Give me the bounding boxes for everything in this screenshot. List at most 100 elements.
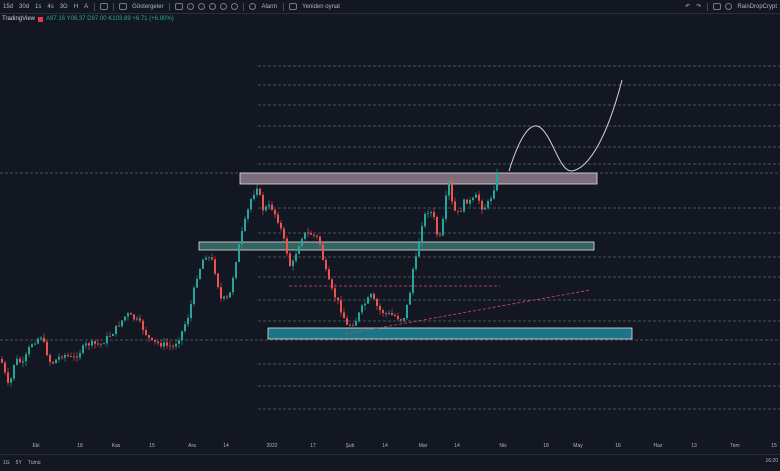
candlesticks	[1, 168, 498, 387]
candle-body	[61, 356, 63, 358]
undo-icon[interactable]: ↶	[685, 4, 691, 10]
candle-body	[433, 212, 435, 218]
candle-body	[370, 293, 372, 298]
alarm-button[interactable]: Alarm	[261, 3, 278, 10]
candle-body	[55, 359, 57, 364]
range-1g[interactable]: 1G	[3, 460, 10, 466]
candle-body	[166, 342, 168, 346]
candle-body	[286, 238, 288, 254]
time-axis-label: 18	[77, 443, 83, 449]
candle-body	[250, 198, 252, 210]
timeframe-30d[interactable]: 30d	[19, 3, 30, 10]
range-all[interactable]: Tümü	[27, 460, 41, 466]
sr-zones	[198, 172, 633, 340]
replay-icon[interactable]	[289, 3, 298, 10]
layout-save-icon[interactable]	[713, 3, 722, 10]
candle-body	[22, 361, 24, 363]
candle-body	[187, 318, 189, 325]
candle-body	[208, 257, 210, 259]
user-menu[interactable]: RainDropCrypt	[737, 3, 777, 10]
candle-body	[157, 341, 159, 344]
timeframe-h[interactable]: H	[73, 3, 79, 10]
candle-body	[247, 209, 249, 219]
candle-body	[328, 269, 330, 280]
time-axis-label: Kas	[111, 443, 121, 449]
indicators-button[interactable]: Göstergeler	[132, 3, 164, 10]
candle-body	[382, 310, 384, 314]
candle-body	[100, 343, 102, 345]
timeframe-4s[interactable]: 4s	[47, 3, 54, 10]
candle-body	[466, 199, 468, 204]
candle-body	[202, 259, 204, 269]
candle-body	[463, 199, 465, 212]
toolbar-divider	[707, 2, 709, 11]
template-icon[interactable]	[187, 3, 195, 10]
candle-body	[439, 234, 441, 236]
candle-body	[295, 254, 297, 261]
toolbar-divider	[113, 2, 115, 11]
timeframe-15d[interactable]: 15d	[3, 3, 14, 10]
candle-body	[178, 340, 180, 344]
candle-body	[232, 277, 234, 293]
candle-body	[184, 324, 186, 332]
candle-body	[415, 256, 417, 269]
redo-icon[interactable]: ↷	[696, 4, 702, 10]
support-zone-low	[267, 327, 633, 340]
layout-grid-icon[interactable]	[175, 3, 184, 10]
support-zone-mid	[198, 241, 595, 251]
candle-body	[112, 333, 114, 336]
compare-icon[interactable]	[198, 3, 206, 10]
bottom-bar: 1G 5Y Tümü	[0, 454, 780, 471]
candle-body	[58, 356, 60, 360]
candle-body	[481, 200, 483, 210]
candle-body	[124, 316, 126, 321]
chart-type-icon[interactable]	[100, 3, 109, 10]
candle-body	[13, 364, 15, 379]
candle-body	[409, 292, 411, 305]
candle-body	[424, 213, 426, 227]
candle-body	[412, 268, 414, 293]
timeframe-1s[interactable]: 1s	[35, 3, 42, 10]
candle-body	[190, 304, 192, 319]
candle-body	[151, 337, 153, 340]
candle-body	[496, 172, 498, 191]
candle-body	[217, 273, 219, 288]
indicators-icon[interactable]	[119, 3, 128, 10]
candle-body	[136, 318, 138, 320]
settings-icon[interactable]	[209, 3, 217, 10]
candle-body	[199, 268, 201, 279]
candle-body	[205, 257, 207, 260]
candle-body	[49, 355, 51, 362]
candle-body	[229, 292, 231, 298]
candle-body	[244, 218, 246, 231]
timeframe-3g[interactable]: 3G	[59, 3, 68, 10]
range-5y[interactable]: 5Y	[15, 460, 22, 466]
candle-body	[262, 195, 264, 211]
candle-body	[391, 313, 393, 316]
candle-body	[220, 287, 222, 299]
candle-body	[163, 342, 165, 347]
fullscreen-icon[interactable]	[220, 3, 228, 10]
candle-body	[79, 352, 81, 358]
candle-body	[397, 315, 399, 320]
candle-body	[46, 341, 48, 356]
candle-body	[478, 194, 480, 201]
candle-body	[211, 257, 213, 260]
alarm-icon[interactable]	[249, 3, 257, 10]
timeframe-a[interactable]: A	[84, 3, 89, 10]
candle-body	[106, 335, 108, 344]
candle-body	[487, 200, 489, 208]
replay-button[interactable]: Yeniden oynat	[302, 3, 340, 10]
candle-body	[457, 210, 459, 212]
snapshot-icon[interactable]	[231, 3, 239, 10]
toolbar-divider	[243, 2, 245, 11]
price-chart[interactable]	[0, 14, 780, 440]
candle-body	[325, 259, 327, 270]
time-axis-label: 2022	[266, 443, 278, 449]
forecast-path	[508, 79, 623, 172]
trendline	[344, 289, 591, 335]
candle-body	[121, 320, 123, 327]
candle-body	[304, 232, 306, 239]
candle-body	[379, 305, 381, 311]
cloud-icon[interactable]	[725, 3, 733, 10]
